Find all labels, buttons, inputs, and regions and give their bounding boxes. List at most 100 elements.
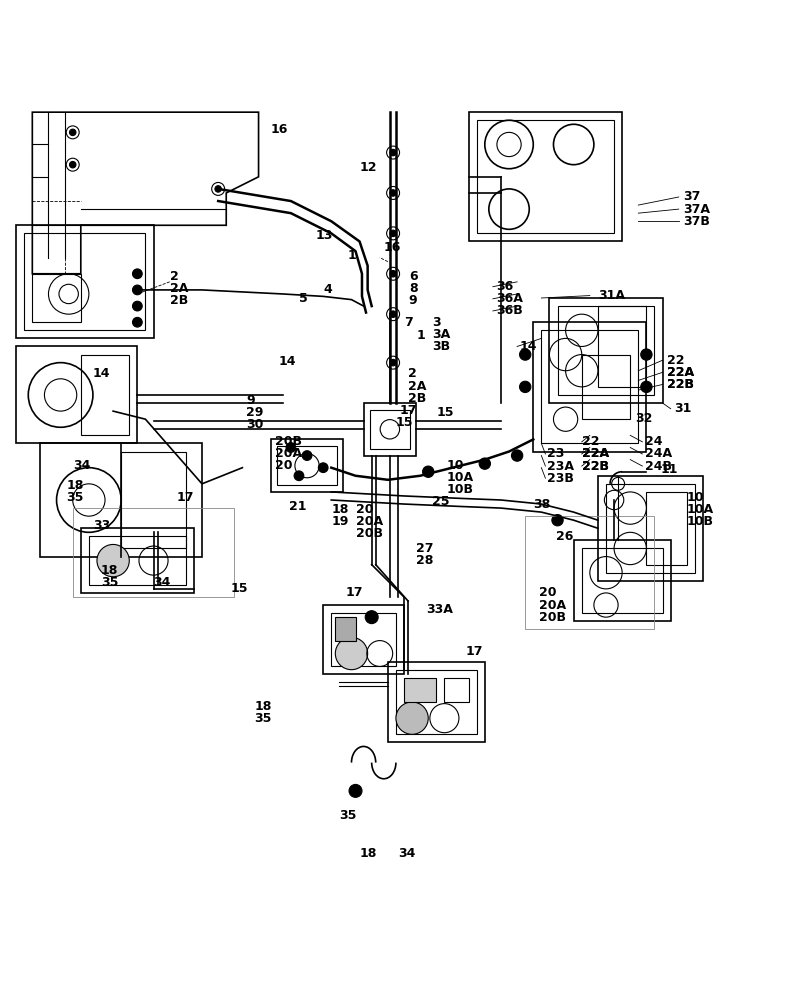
Text: 19: 19 xyxy=(331,515,349,528)
Circle shape xyxy=(520,349,531,360)
Bar xyxy=(404,678,436,702)
Text: 2A: 2A xyxy=(170,282,188,295)
Circle shape xyxy=(386,267,399,280)
Text: 17: 17 xyxy=(400,404,418,417)
Text: 13: 13 xyxy=(315,229,333,242)
Circle shape xyxy=(66,126,79,139)
Text: 24B: 24B xyxy=(645,460,671,473)
Text: 24A: 24A xyxy=(645,447,672,460)
Circle shape xyxy=(335,637,368,670)
Circle shape xyxy=(69,129,76,136)
Text: 10B: 10B xyxy=(447,483,473,496)
Text: 17: 17 xyxy=(346,586,364,599)
Text: 10: 10 xyxy=(447,459,465,472)
Text: 11: 11 xyxy=(661,463,679,476)
Text: 26: 26 xyxy=(556,530,574,543)
Text: 14: 14 xyxy=(520,340,537,353)
Circle shape xyxy=(386,308,399,321)
Text: 20B: 20B xyxy=(356,527,382,540)
Circle shape xyxy=(389,190,397,196)
Text: 22: 22 xyxy=(582,435,600,448)
Text: 18: 18 xyxy=(101,564,119,577)
Text: 10B: 10B xyxy=(687,515,713,528)
Text: 21: 21 xyxy=(289,500,307,513)
Bar xyxy=(24,233,145,330)
Text: 2B: 2B xyxy=(408,392,427,405)
Bar xyxy=(444,678,469,702)
Bar xyxy=(598,476,703,581)
Text: 22A: 22A xyxy=(582,447,609,460)
Bar xyxy=(533,322,646,452)
Text: 29: 29 xyxy=(246,406,264,419)
Bar xyxy=(469,112,622,241)
Circle shape xyxy=(389,230,397,237)
Bar xyxy=(323,605,404,674)
Circle shape xyxy=(133,285,142,295)
Text: 23A: 23A xyxy=(547,460,574,473)
Text: 17: 17 xyxy=(176,491,194,504)
Text: 14: 14 xyxy=(279,355,297,368)
Circle shape xyxy=(552,515,563,526)
Circle shape xyxy=(215,186,221,192)
Text: 1: 1 xyxy=(347,249,356,262)
Text: 14: 14 xyxy=(93,367,111,380)
Bar xyxy=(574,540,671,621)
Text: 20A: 20A xyxy=(356,515,383,528)
Circle shape xyxy=(641,381,652,393)
Text: 37A: 37A xyxy=(683,203,709,216)
Text: 2: 2 xyxy=(408,367,417,380)
Circle shape xyxy=(389,311,397,317)
Circle shape xyxy=(511,450,523,461)
Bar xyxy=(364,403,416,456)
Circle shape xyxy=(520,381,531,393)
Text: 2A: 2A xyxy=(408,380,427,393)
Bar xyxy=(598,306,646,387)
Text: 34: 34 xyxy=(154,576,171,589)
Bar xyxy=(81,528,194,593)
Text: 9: 9 xyxy=(409,294,418,307)
Bar xyxy=(558,306,654,395)
Text: 20: 20 xyxy=(275,459,292,472)
Text: 22A: 22A xyxy=(667,366,695,379)
Text: 9: 9 xyxy=(246,394,255,407)
Text: 15: 15 xyxy=(436,406,454,419)
Text: 15: 15 xyxy=(396,416,414,429)
Text: 36A: 36A xyxy=(496,292,523,305)
Text: 22B: 22B xyxy=(582,460,608,473)
Circle shape xyxy=(386,146,399,159)
Text: 24: 24 xyxy=(645,435,663,448)
Bar xyxy=(335,617,356,641)
Text: 31: 31 xyxy=(675,402,692,415)
Text: 3B: 3B xyxy=(432,340,450,353)
Text: 38: 38 xyxy=(533,498,550,511)
Bar xyxy=(646,492,687,565)
Text: 1: 1 xyxy=(416,329,425,342)
Text: 7: 7 xyxy=(404,316,413,329)
Bar xyxy=(121,452,186,548)
Circle shape xyxy=(386,356,399,369)
Circle shape xyxy=(349,784,362,797)
Circle shape xyxy=(641,349,652,360)
Circle shape xyxy=(302,451,312,460)
Bar xyxy=(16,346,137,443)
Circle shape xyxy=(69,161,76,168)
Circle shape xyxy=(386,227,399,240)
Text: 36B: 36B xyxy=(496,304,523,317)
Text: 28: 28 xyxy=(416,554,434,567)
Text: 33A: 33A xyxy=(426,603,452,616)
Text: 17: 17 xyxy=(465,645,483,658)
Text: 18: 18 xyxy=(360,847,377,860)
Text: 12: 12 xyxy=(360,161,377,174)
Text: 37B: 37B xyxy=(683,215,709,228)
Text: 35: 35 xyxy=(101,576,119,589)
Text: 4: 4 xyxy=(323,283,332,296)
Circle shape xyxy=(365,611,378,624)
Text: 23: 23 xyxy=(547,447,565,460)
Text: 20A: 20A xyxy=(539,599,566,612)
Text: 22A: 22A xyxy=(667,366,695,379)
Text: 35: 35 xyxy=(339,809,357,822)
Text: 23B: 23B xyxy=(547,472,574,485)
Text: 34: 34 xyxy=(73,459,90,472)
Text: 10A: 10A xyxy=(687,503,714,516)
Bar xyxy=(331,613,396,666)
